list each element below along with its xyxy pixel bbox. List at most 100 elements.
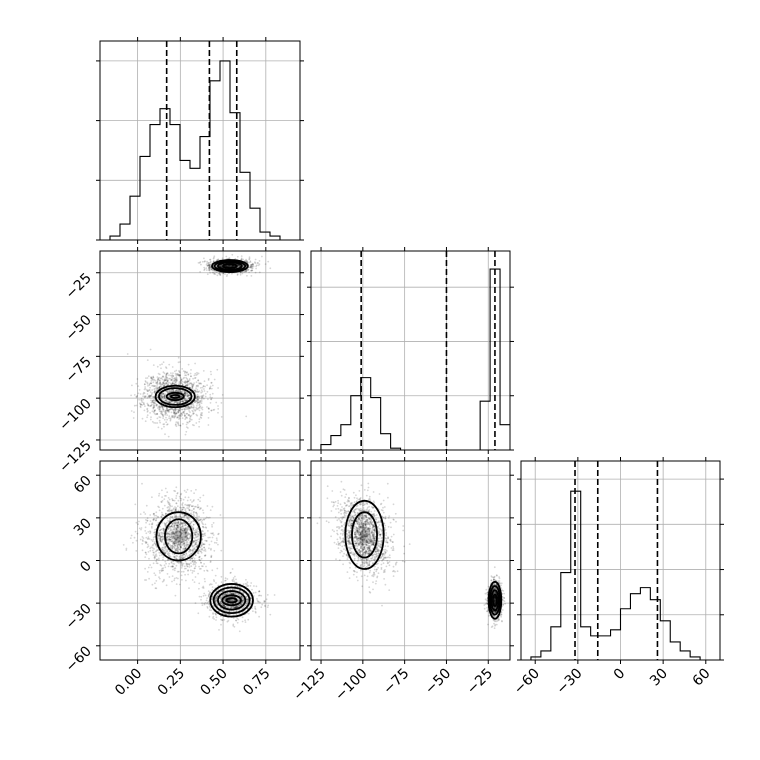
- scatter-point: [153, 378, 156, 381]
- scatter-point: [170, 565, 173, 568]
- scatter-point: [183, 530, 186, 533]
- scatter-point: [186, 563, 189, 566]
- scatter-point: [193, 532, 196, 534]
- scatter-point: [174, 526, 177, 529]
- scatter-point: [202, 533, 204, 536]
- scatter-point: [145, 532, 148, 535]
- scatter-point: [180, 556, 183, 559]
- scatter-point: [150, 382, 153, 385]
- scatter-point: [175, 400, 178, 403]
- scatter-point: [245, 585, 248, 588]
- scatter-point: [210, 556, 213, 559]
- scatter-point: [194, 401, 197, 403]
- scatter-point: [164, 560, 167, 563]
- scatter-point: [201, 538, 204, 541]
- scatter-point: [218, 272, 221, 275]
- scatter-point: [186, 537, 189, 539]
- scatter-point: [148, 384, 151, 387]
- scatter-point: [154, 391, 156, 393]
- scatter-point: [250, 269, 253, 272]
- scatter-point: [254, 271, 257, 274]
- scatter-point: [178, 418, 180, 420]
- scatter-point: [166, 372, 169, 375]
- scatter-point: [165, 513, 167, 516]
- scatter-point: [176, 401, 179, 403]
- scatter-point: [152, 411, 155, 414]
- scatter-point: [252, 265, 255, 268]
- scatter-point: [175, 408, 177, 411]
- scatter-point: [140, 528, 142, 531]
- scatter-point: [187, 374, 190, 376]
- scatter-point: [207, 398, 209, 401]
- scatter-point: [195, 422, 198, 424]
- scatter-point: [178, 530, 181, 533]
- scatter-point: [182, 423, 184, 425]
- scatter-point: [165, 535, 168, 538]
- scatter-point: [202, 543, 205, 546]
- scatter-point: [148, 394, 151, 397]
- scatter-point: [171, 499, 174, 501]
- scatter-point: [240, 595, 242, 597]
- scatter-point: [206, 264, 209, 267]
- scatter-point: [157, 426, 160, 429]
- scatter-point: [201, 396, 204, 399]
- scatter-point: [174, 536, 177, 539]
- scatter-point: [224, 593, 227, 596]
- scatter-point: [209, 561, 212, 563]
- scatter-point: [192, 528, 195, 531]
- scatter-point: [183, 399, 186, 402]
- scatter-point: [221, 257, 224, 260]
- scatter-point: [228, 610, 231, 612]
- scatter-point: [139, 393, 142, 395]
- scatter-point: [151, 389, 154, 391]
- scatter-point: [139, 403, 142, 406]
- scatter-point: [175, 423, 177, 425]
- scatter-point: [210, 554, 213, 557]
- scatter-point: [172, 377, 175, 380]
- scatter-point: [164, 546, 166, 548]
- scatter-point: [197, 506, 199, 509]
- scatter-point: [194, 548, 196, 551]
- scatter-point: [168, 540, 171, 543]
- scatter-point: [191, 385, 194, 388]
- scatter-point: [236, 605, 238, 607]
- scatter-point: [130, 394, 133, 397]
- scatter-point: [204, 534, 207, 537]
- scatter-point: [179, 528, 182, 531]
- scatter-point: [171, 546, 174, 549]
- scatter-point: [185, 514, 188, 517]
- scatter-point: [195, 511, 198, 514]
- scatter-point: [231, 272, 233, 275]
- scatter-point: [205, 269, 208, 271]
- scatter-point: [190, 414, 193, 417]
- scatter-point: [211, 271, 214, 274]
- scatter-point: [195, 390, 198, 393]
- scatter-point: [171, 382, 174, 385]
- scatter-point: [160, 531, 163, 534]
- scatter-point: [164, 523, 166, 525]
- scatter-point: [181, 579, 183, 581]
- scatter-point: [183, 412, 186, 415]
- scatter-point: [172, 535, 175, 538]
- scatter-point: [125, 549, 128, 551]
- scatter-point: [250, 263, 253, 266]
- scatter-point: [192, 500, 195, 502]
- scatter-point: [229, 264, 232, 267]
- scatter-point: [136, 532, 139, 535]
- scatter-point: [161, 538, 164, 541]
- scatter-point: [170, 389, 172, 392]
- scatter-point: [163, 578, 165, 581]
- scatter-point: [246, 261, 249, 263]
- scatter-point: [247, 268, 250, 271]
- scatter-point: [227, 599, 230, 601]
- scatter-point: [168, 538, 171, 541]
- scatter-point: [225, 255, 228, 258]
- scatter-point: [159, 377, 162, 380]
- scatter-point: [206, 262, 209, 265]
- scatter-point: [202, 525, 204, 528]
- scatter-point: [263, 601, 266, 603]
- scatter-point: [220, 601, 222, 603]
- scatter-point: [170, 561, 173, 564]
- scatter-point: [162, 556, 165, 559]
- scatter-point: [188, 509, 191, 512]
